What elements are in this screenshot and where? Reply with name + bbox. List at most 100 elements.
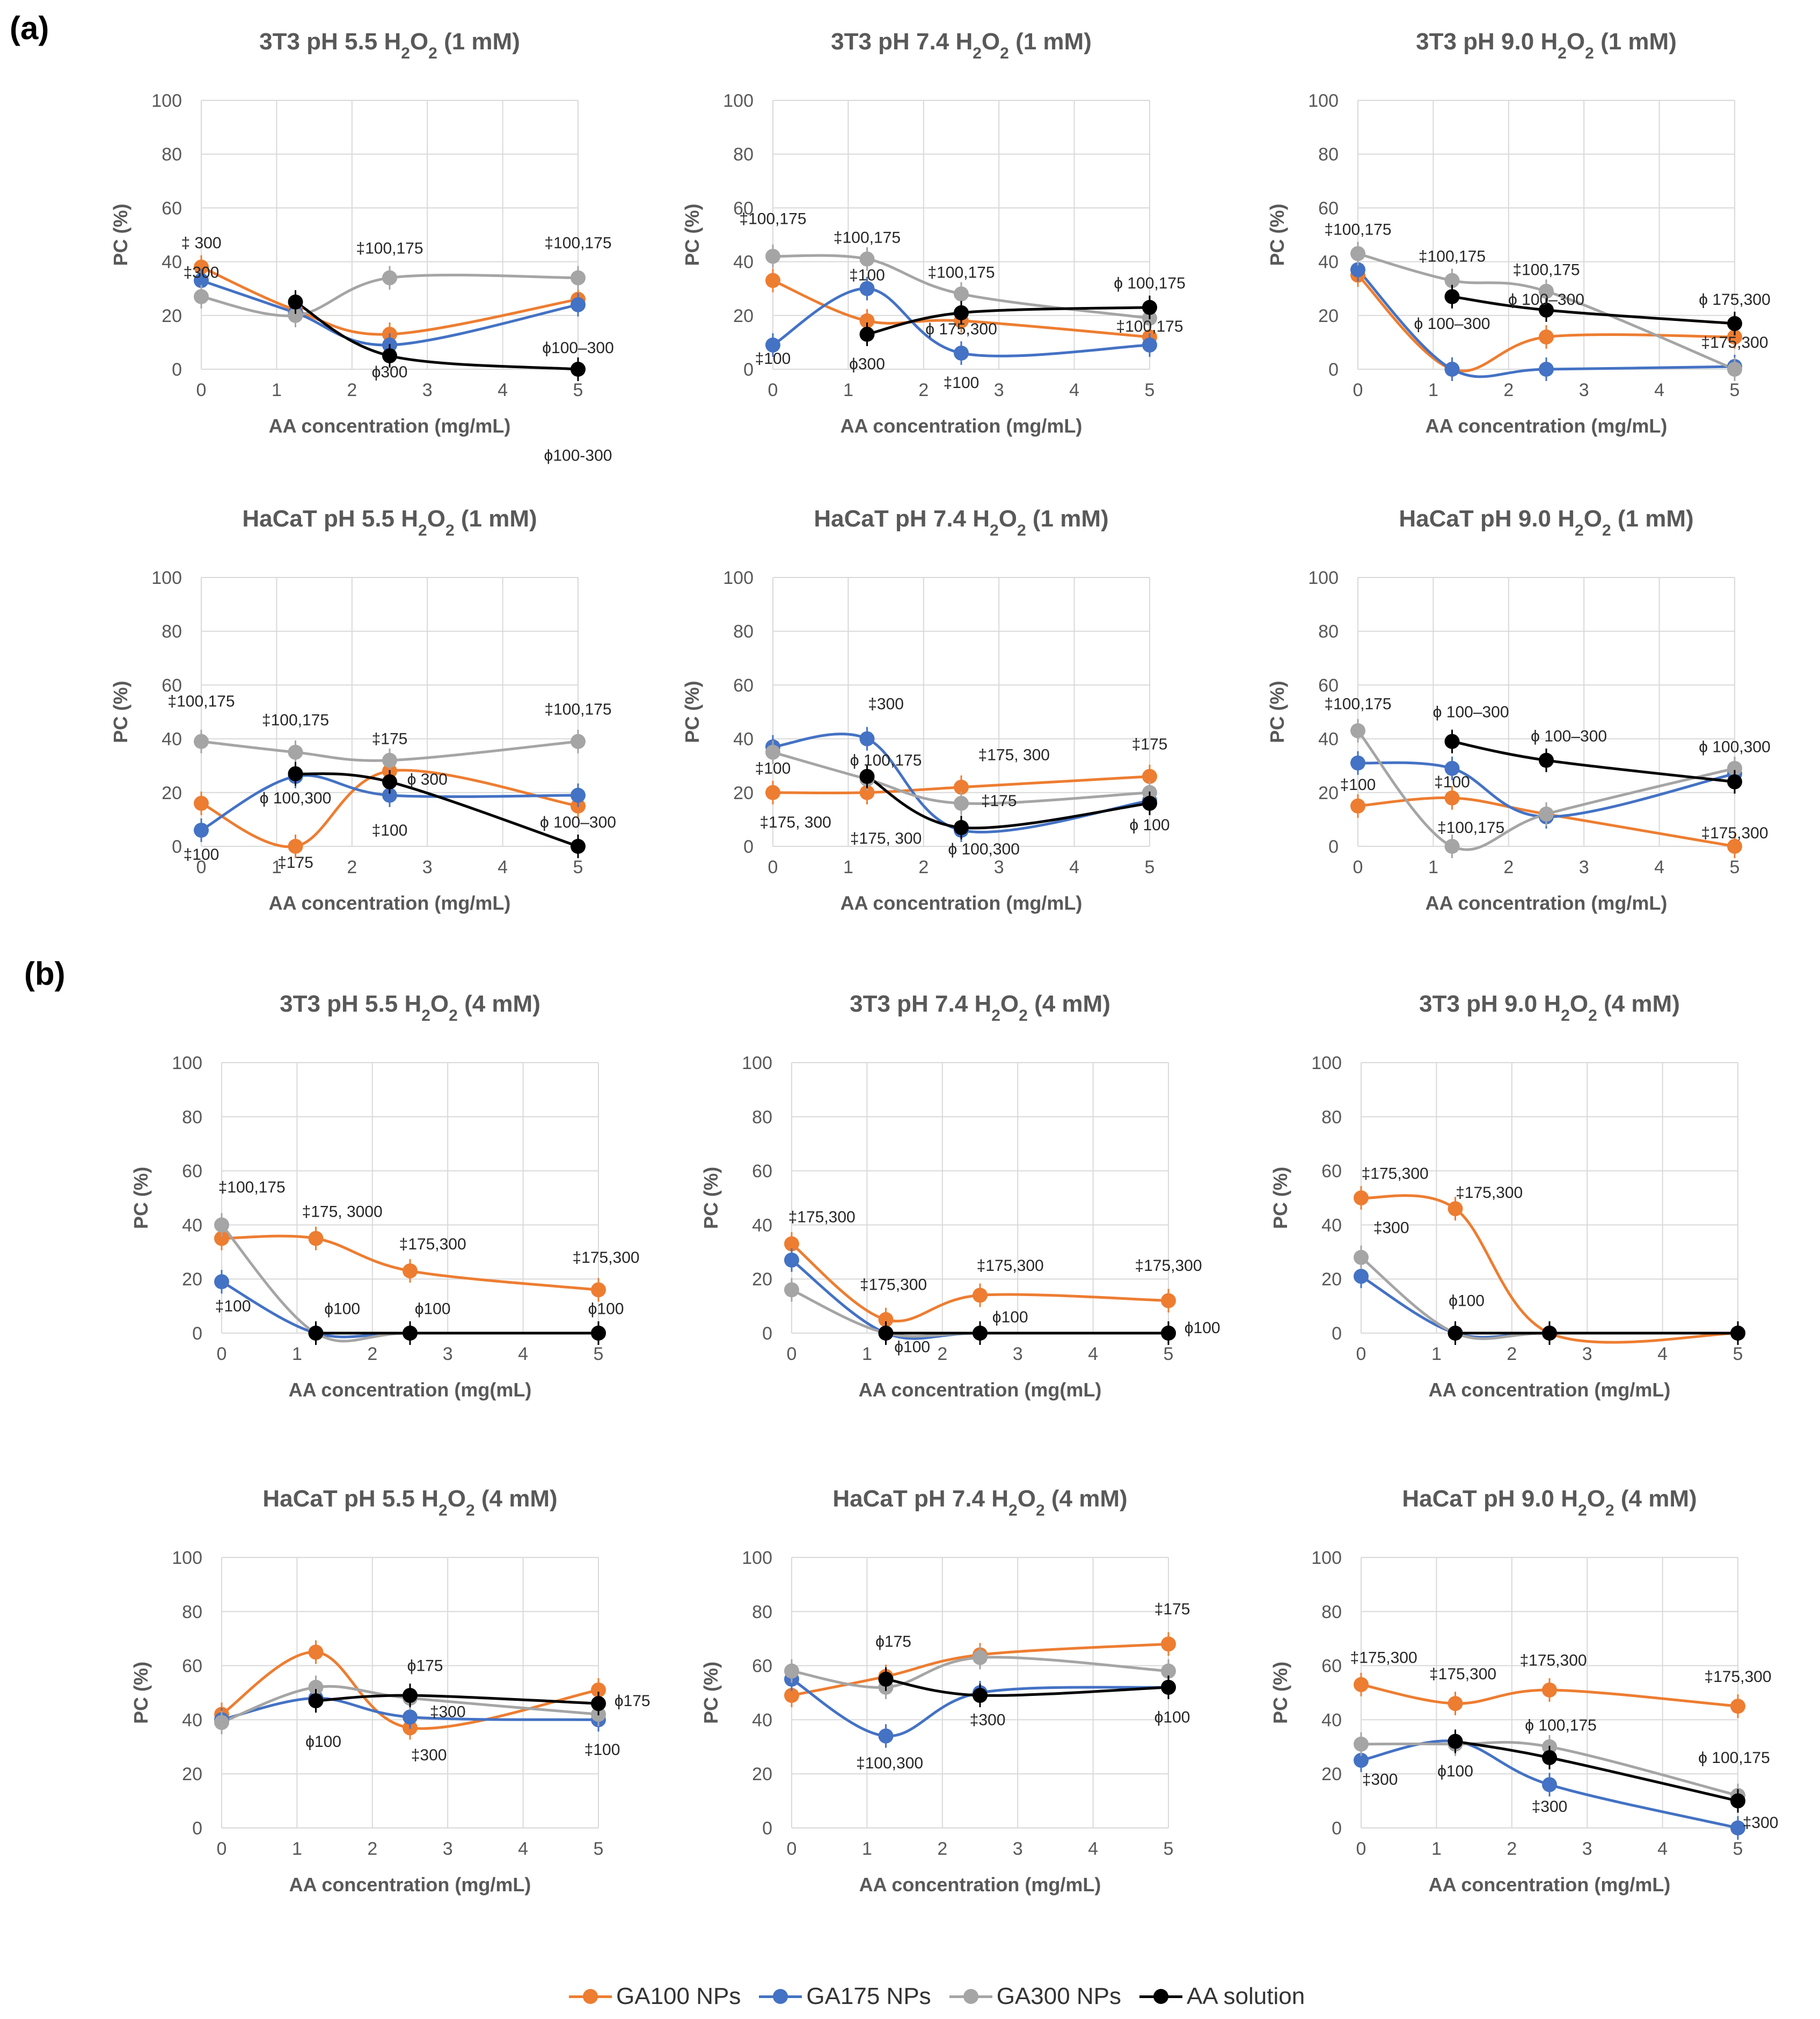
series-line-ga100-nps <box>200 266 580 336</box>
chart-title-part: (4 mM) <box>1614 1486 1697 1512</box>
significance-annotation: ϕ 100–300 <box>540 814 616 831</box>
y-tick-label: 80 <box>733 621 754 642</box>
y-axis-label: PC (%) <box>109 681 131 743</box>
significance-annotation: ‡100,175 <box>1116 318 1183 335</box>
y-tick-label: 40 <box>733 252 754 273</box>
y-tick-label: 80 <box>1321 1602 1342 1622</box>
data-point <box>1727 316 1742 331</box>
x-tick-label: 2 <box>367 1839 377 1859</box>
significance-annotation: ϕ 175,300 <box>925 320 997 338</box>
data-point <box>765 785 780 800</box>
significance-annotation: ϕ100 <box>1185 1319 1220 1337</box>
chart-title-part: 2 <box>421 1007 430 1025</box>
y-tick-label: 60 <box>182 1161 202 1182</box>
y-tick-label: 100 <box>172 1053 202 1073</box>
significance-annotation: ‡100,175 <box>262 712 329 729</box>
x-tick-label: 1 <box>843 380 853 400</box>
y-tick-label: 20 <box>1318 306 1339 326</box>
data-point <box>194 273 209 288</box>
x-tick-label: 2 <box>918 380 929 400</box>
significance-annotation: ‡300 <box>1743 1814 1779 1832</box>
series-line-ga300-nps <box>200 274 580 317</box>
significance-annotation: ‡175, 3000 <box>302 1203 383 1220</box>
significance-annotation: ‡175,300 <box>1135 1257 1202 1275</box>
series-line-ga100-nps <box>771 279 1151 339</box>
chart-title-part: 2 <box>1575 522 1584 539</box>
x-tick-label: 2 <box>1507 1344 1517 1364</box>
data-point <box>1727 760 1742 776</box>
significance-annotation: ϕ100 <box>305 1733 341 1751</box>
significance-annotation: ‡175 <box>277 854 313 872</box>
y-tick-label: 40 <box>182 1215 202 1235</box>
chart-8: 3T3 pH 7.4 H2O2 (4 mM)0 1 2 3 4 5020406080100… <box>700 991 1220 1401</box>
chart-9: 3T3 pH 9.0 H2O2 (4 mM)0 1 2 3 4 5020406080100… <box>1269 991 1745 1401</box>
data-point <box>1354 1249 1369 1265</box>
series-line-aa-solution <box>294 772 580 848</box>
chart-title-part: 2 <box>1561 1007 1570 1025</box>
y-tick-label: 0 <box>172 360 182 380</box>
legend-swatch-ga300 <box>949 1986 992 2007</box>
data-point <box>308 1693 324 1709</box>
chart-1: 3T3 pH 5.5 H2O2 (1 mM)0 1 2 3 4 5020406080100… <box>109 28 614 464</box>
chart-title-part: O <box>430 991 449 1017</box>
significance-annotation: ‡175,300 <box>1701 334 1768 352</box>
series-line-ga175-nps <box>220 1696 600 1721</box>
x-axis-label: AA concentration (mg/mL) <box>269 415 511 437</box>
data-point <box>973 1688 988 1703</box>
chart-title-part: 2 <box>445 522 455 539</box>
y-tick-label: 20 <box>1321 1269 1342 1290</box>
chart-title: HaCaT pH 5.5 H2O2 (1 mM) <box>242 506 537 539</box>
significance-annotation: ‡100,175 <box>1324 221 1391 239</box>
significance-annotation: ‡175,300 <box>1701 824 1768 842</box>
y-tick-label: 60 <box>1318 198 1339 218</box>
x-axis-label: AA concentration (mg(mL) <box>289 1379 532 1401</box>
series-line-ga175-nps <box>790 1678 1170 1738</box>
chart-title-part: (1 mM) <box>1594 28 1677 55</box>
y-tick-label: 20 <box>1318 783 1339 803</box>
x-tick-label: 2 <box>347 380 357 400</box>
chart-title-part: 2 <box>1602 522 1611 539</box>
x-tick-label: 4 <box>1069 380 1079 400</box>
chart-title: HaCaT pH 9.0 H2O2 (1 mM) <box>1399 506 1693 539</box>
data-point <box>765 248 780 264</box>
x-tick-label: 3 <box>1579 857 1589 877</box>
chart-title-part: 2 <box>449 1007 458 1025</box>
y-tick-label: 0 <box>1332 1818 1342 1839</box>
x-tick-label: 1 <box>862 1839 872 1859</box>
x-tick-label: 4 <box>1088 1839 1098 1859</box>
data-point <box>382 787 397 803</box>
data-point <box>1354 1269 1369 1284</box>
chart-title-part: O <box>1018 1486 1036 1512</box>
data-point <box>1444 362 1460 377</box>
y-tick-label: 60 <box>1321 1161 1342 1182</box>
y-tick-label: 80 <box>752 1602 772 1622</box>
data-point <box>571 734 586 749</box>
y-tick-label: 100 <box>723 568 754 588</box>
x-tick-label: 0 <box>787 1839 797 1859</box>
series-line-ga175-nps <box>1359 1739 1739 1830</box>
x-tick-label: 2 <box>347 857 357 877</box>
x-tick-label: 1 <box>1428 857 1438 877</box>
significance-annotation: ϕ175 <box>407 1657 443 1675</box>
legend-label-ga100: GA100 NPs <box>616 1983 741 2009</box>
chart-title-part: HaCaT pH 5.5 H <box>242 506 418 532</box>
significance-annotation: ‡175,300 <box>1704 1668 1771 1686</box>
data-point <box>194 734 209 749</box>
data-point <box>1730 1793 1745 1809</box>
significance-annotation: ϕ100-300 <box>544 447 612 464</box>
data-point <box>1350 723 1365 738</box>
chart-title: 3T3 pH 5.5 H2O2 (4 mM) <box>280 991 540 1025</box>
x-tick-label: 2 <box>937 1344 947 1364</box>
chart-title-part: 2 <box>1585 45 1594 62</box>
series-line-ga175-nps <box>771 287 1151 357</box>
chart-title: HaCaT pH 7.4 H2O2 (4 mM) <box>832 1486 1127 1519</box>
significance-annotation: ϕ 300 <box>407 771 448 788</box>
legend-swatch-ga175 <box>759 1986 802 2007</box>
series-line-ga100-nps <box>771 775 1151 795</box>
y-tick-label: 0 <box>762 1323 772 1344</box>
y-tick-label: 60 <box>1318 675 1339 696</box>
y-tick-label: 80 <box>1318 144 1339 165</box>
significance-annotation: ‡175 <box>372 730 408 748</box>
data-point <box>591 1696 606 1711</box>
significance-annotation: ‡100 <box>755 760 791 778</box>
